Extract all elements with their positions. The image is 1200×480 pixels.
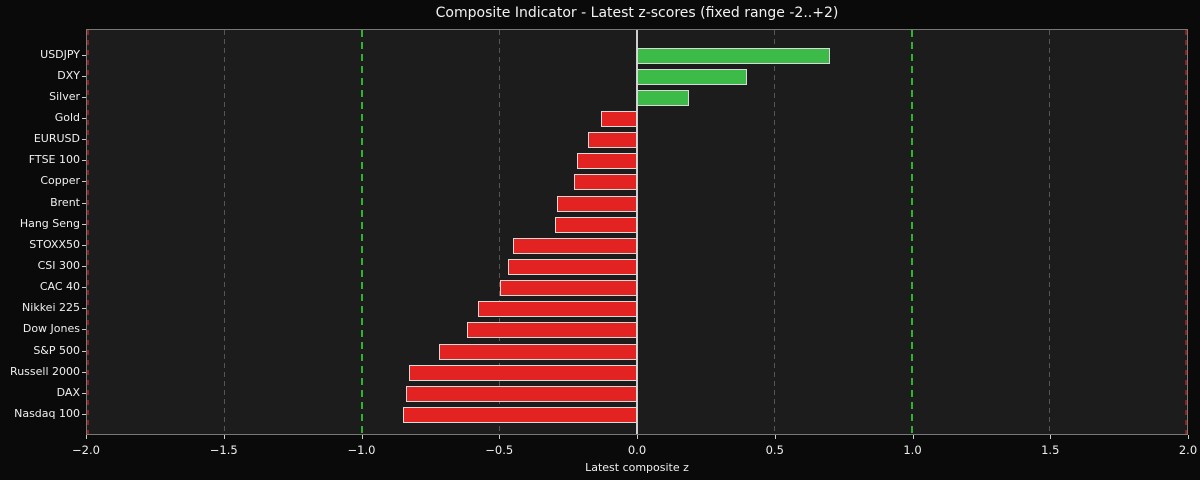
bar-silver: [637, 89, 690, 106]
x-axis-title: Latest composite z: [585, 461, 689, 474]
x-tick-mark: [1050, 435, 1052, 439]
y-axis-label: DXY: [57, 68, 80, 82]
gridline: [1049, 30, 1050, 434]
bar-dax: [406, 385, 637, 402]
plot-area: [86, 29, 1188, 435]
x-tick-mark: [774, 435, 776, 439]
bar-nasdaq-100: [403, 407, 637, 424]
x-tick-mark: [86, 435, 87, 439]
threshold-line-green: [361, 30, 363, 434]
y-tick-mark: [82, 223, 86, 225]
y-axis-label: Russell 2000: [10, 364, 80, 378]
gridline: [224, 30, 225, 434]
x-tick-label: 0.5: [765, 443, 784, 457]
y-tick-mark: [82, 266, 86, 267]
y-tick-mark: [82, 329, 86, 331]
x-tick-mark: [361, 435, 363, 439]
y-axis-label: Brent: [50, 195, 80, 209]
bar-usdjpy: [637, 47, 830, 64]
chart-title: Composite Indicator - Latest z-scores (f…: [435, 5, 839, 21]
y-axis-label: EURUSD: [33, 132, 80, 146]
bar-dow-jones: [466, 322, 637, 339]
y-tick-mark: [82, 308, 86, 310]
x-tick-label: 2.0: [1178, 443, 1198, 457]
y-tick-mark: [82, 96, 86, 98]
y-axis-label: Gold: [54, 110, 80, 124]
bar-russell-2000: [408, 364, 637, 381]
y-axis-label: Hang Seng: [19, 216, 80, 230]
x-tick-label: −0.5: [485, 443, 514, 457]
x-tick-label: 1.0: [903, 443, 922, 457]
gridline: [774, 30, 775, 434]
threshold-line-red: [1185, 30, 1187, 434]
y-tick-mark: [82, 371, 86, 373]
x-tick-mark: [912, 435, 914, 439]
bar-nikkei-225: [477, 301, 637, 318]
x-tick-label: 0.0: [627, 443, 647, 457]
y-tick-mark: [82, 202, 86, 204]
y-axis-label: FTSE 100: [28, 153, 80, 167]
y-axis-label: DAX: [56, 385, 80, 399]
bar-dxy: [637, 68, 747, 85]
x-tick-mark: [223, 435, 225, 439]
y-tick-mark: [82, 117, 86, 119]
y-axis-label: Dow Jones: [22, 322, 80, 336]
bar-ftse-100: [576, 153, 637, 170]
x-tick-label: 1.5: [1041, 443, 1060, 457]
bar-brent: [557, 195, 637, 212]
bar-hang-seng: [554, 216, 637, 233]
y-tick-mark: [82, 392, 86, 394]
y-tick-mark: [82, 244, 86, 246]
bar-copper: [573, 174, 637, 191]
x-tick-label: −1.0: [347, 443, 376, 457]
y-axis-label: Nasdaq 100: [14, 407, 80, 421]
y-tick-mark: [82, 350, 86, 352]
y-tick-mark: [82, 160, 86, 162]
x-tick-mark: [499, 435, 501, 439]
gridline: [499, 30, 500, 434]
y-axis-label: STOXX50: [29, 237, 80, 251]
bar-stoxx50: [513, 237, 637, 254]
threshold-line-green: [911, 30, 913, 434]
y-tick-mark: [82, 54, 86, 56]
bar-s-p-500: [439, 343, 637, 360]
zero-line: [636, 30, 638, 434]
bar-gold: [601, 110, 637, 127]
x-tick-mark: [637, 435, 638, 439]
y-axis-label: CAC 40: [39, 280, 80, 294]
y-axis-label: S&P 500: [33, 343, 80, 357]
y-tick-mark: [82, 75, 86, 77]
bar-cac-40: [499, 280, 637, 297]
y-axis-label: Nikkei 225: [22, 301, 80, 315]
y-axis-label: Silver: [49, 89, 80, 103]
y-axis-label: USDJPY: [40, 47, 80, 61]
y-axis-label: CSI 300: [37, 259, 80, 272]
x-tick-label: −1.5: [209, 443, 238, 457]
y-tick-mark: [82, 181, 86, 183]
y-axis-label: Copper: [40, 174, 80, 188]
y-tick-mark: [82, 414, 86, 416]
bar-csi-300: [507, 259, 637, 275]
threshold-line-red: [87, 30, 89, 434]
x-tick-mark: [1188, 435, 1189, 439]
x-tick-label: −2.0: [72, 443, 100, 457]
y-tick-mark: [82, 287, 86, 289]
bar-eurusd: [587, 132, 637, 149]
y-tick-mark: [82, 139, 86, 141]
